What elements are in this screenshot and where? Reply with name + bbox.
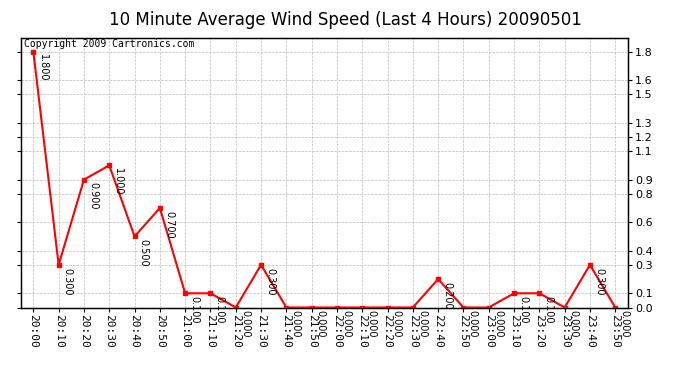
Text: 0.300: 0.300 xyxy=(63,268,73,295)
Text: 0.100: 0.100 xyxy=(518,296,529,324)
Text: 0.000: 0.000 xyxy=(366,310,377,338)
Text: 0.000: 0.000 xyxy=(316,310,326,338)
Text: 0.000: 0.000 xyxy=(468,310,477,338)
Text: 0.100: 0.100 xyxy=(189,296,199,324)
Text: 0.000: 0.000 xyxy=(341,310,351,338)
Text: 0.200: 0.200 xyxy=(442,282,453,309)
Text: 0.100: 0.100 xyxy=(215,296,225,324)
Text: 1.000: 1.000 xyxy=(113,168,124,196)
Text: Copyright 2009 Cartronics.com: Copyright 2009 Cartronics.com xyxy=(23,39,194,49)
Text: 0.100: 0.100 xyxy=(544,296,553,324)
Text: 0.000: 0.000 xyxy=(240,310,250,338)
Text: 1.800: 1.800 xyxy=(37,54,48,82)
Text: 0.000: 0.000 xyxy=(493,310,503,338)
Text: 0.000: 0.000 xyxy=(417,310,427,338)
Text: 10 Minute Average Wind Speed (Last 4 Hours) 20090501: 10 Minute Average Wind Speed (Last 4 Hou… xyxy=(108,11,582,29)
Text: 0.000: 0.000 xyxy=(620,310,629,338)
Text: 0.000: 0.000 xyxy=(290,310,301,338)
Text: 0.300: 0.300 xyxy=(265,268,275,295)
Text: 0.300: 0.300 xyxy=(594,268,604,295)
Text: 0.900: 0.900 xyxy=(88,182,98,210)
Text: 0.000: 0.000 xyxy=(569,310,579,338)
Text: 0.700: 0.700 xyxy=(164,211,174,238)
Text: 0.000: 0.000 xyxy=(392,310,402,338)
Text: 0.500: 0.500 xyxy=(139,239,149,267)
